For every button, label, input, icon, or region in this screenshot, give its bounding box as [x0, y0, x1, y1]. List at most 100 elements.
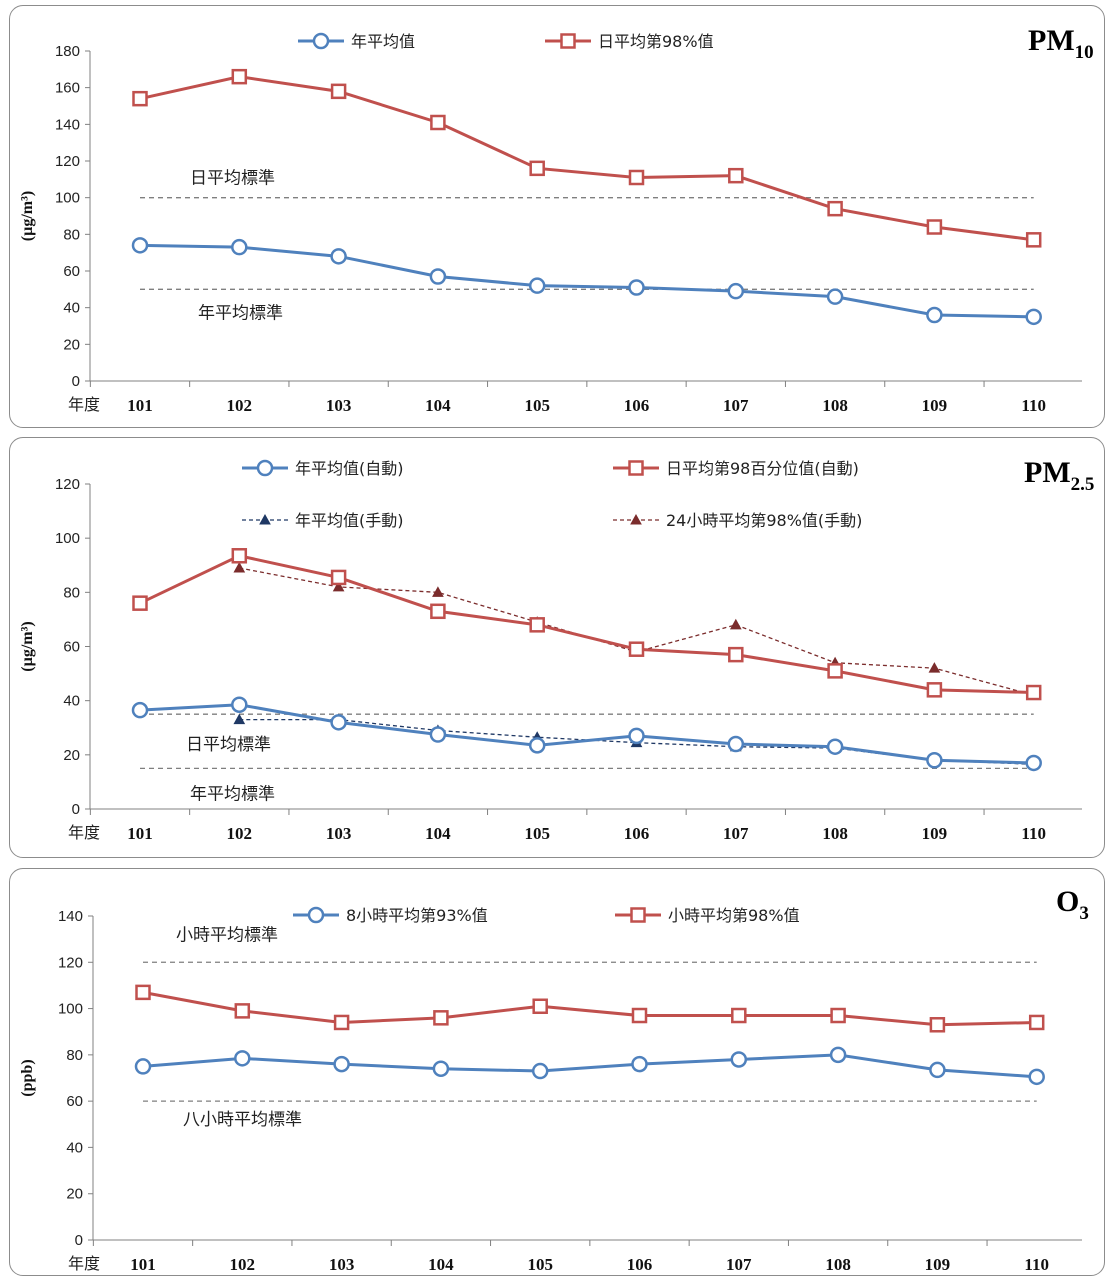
data-point — [1028, 1068, 1045, 1086]
data-point — [330, 569, 347, 586]
reference-line-label: 年平均標準 — [198, 303, 283, 323]
data-point — [926, 752, 943, 769]
data-point — [231, 548, 248, 564]
data-point — [429, 268, 447, 285]
legend-marker — [312, 32, 330, 50]
data-point — [1025, 754, 1042, 772]
pm25-chart: 0 20 40 60 80 100 120 101 102 103 104 105 106 107 108 1… — [19, 456, 1094, 843]
data-point — [631, 1055, 648, 1073]
y-tick-label: 0 — [75, 1232, 83, 1249]
legend-marker — [256, 459, 274, 477]
y-tick-label: 20 — [63, 336, 80, 353]
data-point — [827, 200, 843, 217]
legend-entry: 8小時平均第93%值 — [293, 906, 488, 925]
data-point — [529, 617, 545, 633]
y-tick-label: 140 — [55, 116, 80, 133]
y-tick-label: 40 — [66, 1139, 83, 1156]
x-unit-label: 年度 — [68, 395, 100, 414]
data-point — [231, 68, 248, 85]
y-tick-label: 20 — [66, 1186, 83, 1203]
data-point — [928, 662, 941, 673]
pm25-chart-panel: 0 20 40 60 80 100 120 101 102 103 104 105 106 107 108 1… — [9, 437, 1105, 858]
data-point — [135, 984, 151, 1001]
y-axis-label: (µg/m³) — [19, 191, 36, 241]
chart-title-subscript: 10 — [1075, 42, 1094, 63]
x-tick-label: 110 — [1024, 1255, 1049, 1274]
y-tick-label: 100 — [58, 1001, 83, 1018]
chart-title: PM2.5 — [1024, 456, 1094, 495]
data-point — [926, 219, 943, 235]
x-tick-label: 105 — [524, 824, 550, 843]
data-point — [432, 586, 444, 597]
reference-line-label: 小時平均標準 — [176, 925, 278, 945]
data-point — [1025, 232, 1042, 248]
data-point — [531, 1062, 549, 1080]
series-line — [139, 75, 1034, 242]
data-point — [131, 701, 149, 719]
y-tick-label: 20 — [63, 747, 80, 764]
data-point — [728, 646, 744, 663]
x-tick-label: 104 — [425, 824, 451, 843]
reference-line-label: 日平均標準 — [186, 735, 271, 755]
x-tick-label: 103 — [326, 824, 352, 843]
data-point — [233, 713, 246, 725]
y-tick-label: 100 — [55, 190, 80, 207]
y-tick-label: 120 — [55, 153, 80, 170]
y-axis-label: (µg/m³) — [19, 621, 36, 671]
y-tick-label: 180 — [55, 43, 80, 60]
data-point — [231, 696, 248, 713]
data-point — [628, 641, 645, 657]
legend-label: 小時平均第98%值 — [668, 906, 800, 925]
series-line — [142, 1053, 1037, 1079]
chart-title-subscript: 3 — [1079, 903, 1089, 924]
y-tick-label: 140 — [58, 908, 83, 925]
x-tick-label: 107 — [723, 824, 749, 843]
data-point — [926, 306, 943, 324]
data-point — [131, 237, 149, 254]
data-point — [826, 738, 844, 755]
data-point — [830, 1007, 846, 1024]
legend-marker — [630, 513, 642, 525]
x-tick-label: 102 — [227, 396, 253, 415]
data-point — [730, 1051, 748, 1068]
data-point — [430, 603, 446, 620]
data-point — [330, 714, 347, 731]
reference-line-label: 年平均標準 — [190, 784, 275, 804]
data-point — [333, 1014, 350, 1031]
data-point — [1025, 308, 1042, 326]
x-tick-label: 106 — [627, 1255, 653, 1274]
y-tick-label: 80 — [63, 584, 80, 601]
x-tick-label: 108 — [822, 824, 848, 843]
data-point — [330, 248, 347, 265]
legend-label: 日平均第98%值 — [598, 32, 714, 51]
x-tick-label: 102 — [230, 1255, 256, 1274]
data-point — [233, 561, 246, 573]
x-tick-label: 110 — [1021, 824, 1046, 843]
x-tick-label: 105 — [524, 396, 550, 415]
legend-entry: 小時平均第98%值 — [615, 906, 800, 925]
data-point — [529, 160, 545, 177]
x-tick-label: 107 — [723, 396, 749, 415]
legend-label: 24小時平均第98%值(手動) — [666, 511, 862, 530]
series-1 — [132, 548, 1042, 701]
x-tick-label: 104 — [425, 396, 451, 415]
data-point — [132, 90, 148, 107]
data-point — [333, 1055, 350, 1073]
legend-label: 年平均值(自動) — [295, 459, 404, 478]
legend-marker — [628, 460, 644, 476]
data-point — [929, 1061, 946, 1079]
chart-title: O3 — [1056, 885, 1089, 924]
x-tick-label: 107 — [726, 1255, 752, 1274]
y-tick-label: 60 — [63, 263, 80, 280]
x-unit-label: 年度 — [68, 1254, 100, 1273]
data-point — [433, 1010, 449, 1026]
x-tick-label: 103 — [329, 1255, 355, 1274]
data-point — [532, 998, 548, 1015]
x-tick-label: 101 — [127, 824, 153, 843]
y-tick-label: 80 — [63, 226, 80, 243]
x-tick-label: 108 — [822, 396, 848, 415]
legend-entry: 24小時平均第98%值(手動) — [613, 511, 862, 530]
y-axis-label: (ppb) — [19, 1059, 36, 1096]
data-point — [429, 726, 447, 743]
data-point — [1028, 1014, 1045, 1031]
